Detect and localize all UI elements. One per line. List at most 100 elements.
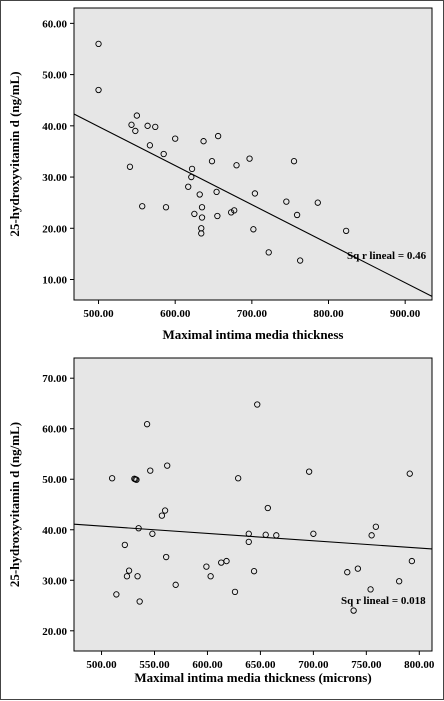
data-point xyxy=(196,191,203,198)
data-point xyxy=(305,468,313,475)
data-point xyxy=(158,512,166,519)
data-point xyxy=(200,138,207,145)
y-tick-label: 50.00 xyxy=(42,70,67,82)
data-point xyxy=(245,538,252,546)
y-tick-label: 60.00 xyxy=(42,18,67,30)
x-tick-label: 700.00 xyxy=(298,659,329,671)
data-point xyxy=(251,190,259,197)
data-point xyxy=(213,188,220,196)
data-point xyxy=(188,173,195,181)
data-point xyxy=(149,530,156,537)
data-point xyxy=(162,204,170,211)
data-point xyxy=(152,123,159,130)
data-point xyxy=(134,573,141,580)
data-point xyxy=(144,122,151,129)
data-point xyxy=(132,127,139,135)
data-point xyxy=(254,401,261,408)
data-point xyxy=(125,567,133,574)
data-point xyxy=(265,249,272,256)
data-point xyxy=(233,162,240,169)
x-tick-label: 500.00 xyxy=(86,659,117,671)
data-point xyxy=(162,553,170,561)
data-point xyxy=(296,257,304,264)
data-point xyxy=(160,150,167,158)
data-point xyxy=(273,532,280,539)
data-point xyxy=(344,569,351,576)
x-axis-title: Maximal intima media thickness (microns) xyxy=(134,670,371,685)
data-point xyxy=(372,523,380,530)
data-point xyxy=(198,214,206,221)
data-point xyxy=(108,475,116,482)
y-axis-title: 25-hydroxyvitamin d (ng/mL) xyxy=(7,71,22,236)
data-point xyxy=(113,591,120,598)
y-axis-title: 25-hydroxyvitamin d (ng/mL) xyxy=(7,422,22,587)
data-point xyxy=(310,530,317,537)
data-point xyxy=(214,212,221,220)
x-tick-label: 800.00 xyxy=(313,308,344,320)
data-point xyxy=(133,112,141,119)
data-point xyxy=(143,421,151,428)
x-tick-label: 750.00 xyxy=(351,659,382,671)
x-tick-label: 650.00 xyxy=(245,659,276,671)
data-point xyxy=(231,207,238,214)
data-point xyxy=(207,573,214,580)
data-point xyxy=(164,462,171,469)
data-point xyxy=(147,467,154,474)
data-point xyxy=(128,121,135,128)
y-tick-label: 10.00 xyxy=(42,275,67,287)
data-point xyxy=(406,470,413,477)
chart-1: 500.00 600.00 700.00 800.00 900.00 10.00 20.00… xyxy=(7,7,433,342)
data-point xyxy=(408,557,416,565)
y-tick-label: 50.00 xyxy=(42,474,67,486)
plot-area xyxy=(73,7,433,301)
data-point xyxy=(368,532,375,539)
y-tick-label: 60.00 xyxy=(42,424,67,436)
x-tick-label: 800.00 xyxy=(404,659,435,671)
x-axis-title: Maximal intima media thickness xyxy=(163,327,344,342)
data-point xyxy=(235,475,242,482)
y-tick-label: 40.00 xyxy=(42,121,67,133)
y-tick-label: 20.00 xyxy=(42,223,67,235)
data-point xyxy=(121,541,128,549)
data-point xyxy=(136,598,143,605)
data-point xyxy=(185,183,192,190)
data-point xyxy=(250,568,258,575)
data-point xyxy=(367,586,374,593)
data-point xyxy=(139,203,146,210)
data-point xyxy=(314,199,321,206)
data-point xyxy=(262,531,269,538)
data-point xyxy=(198,204,206,211)
data-point xyxy=(95,40,102,48)
data-point xyxy=(172,581,179,588)
plot-area xyxy=(73,357,433,652)
x-tick-label: 600.00 xyxy=(192,659,223,671)
data-point xyxy=(245,530,252,537)
data-point xyxy=(354,565,362,572)
data-point xyxy=(283,198,290,205)
data-point xyxy=(126,163,134,170)
data-point xyxy=(203,563,210,570)
x-tick-label: 550.00 xyxy=(139,659,170,671)
data-point xyxy=(208,158,216,165)
y-tick-label: 20.00 xyxy=(42,626,67,638)
y-tick-label: 40.00 xyxy=(42,525,67,537)
y-tick-label: 30.00 xyxy=(42,172,67,184)
y-tick-label: 70.00 xyxy=(42,373,67,385)
data-point xyxy=(198,230,205,237)
data-point xyxy=(95,86,102,94)
regression-line xyxy=(73,523,433,550)
chart-2: 500.00 550.00 600.00 650.00 700.00 750.00 800.… xyxy=(7,357,435,685)
data-point xyxy=(135,525,142,532)
y-tick-label: 30.00 xyxy=(42,575,67,587)
data-point xyxy=(133,476,140,483)
data-point xyxy=(188,165,196,173)
data-point xyxy=(293,211,301,219)
data-point xyxy=(264,504,271,512)
data-point xyxy=(231,588,239,596)
data-point xyxy=(214,132,222,140)
data-point xyxy=(172,135,179,142)
x-tick-label: 500.00 xyxy=(83,308,114,320)
data-point xyxy=(223,557,230,565)
